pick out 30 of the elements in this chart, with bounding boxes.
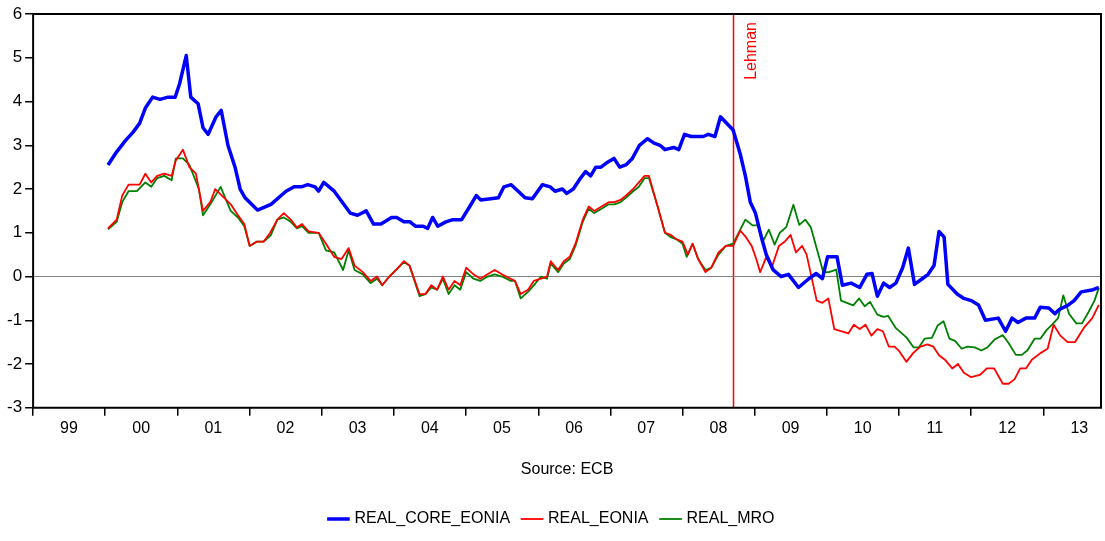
legend-label: REAL_CORE_EONIA <box>354 509 511 528</box>
x-tick-label: 13 <box>1070 418 1089 436</box>
x-tick-label: 10 <box>853 418 872 436</box>
y-tick-label: 1 <box>12 222 23 242</box>
y-tick-label: 6 <box>12 3 23 23</box>
y-tick-label: -3 <box>6 397 23 417</box>
y-tick-label: 2 <box>12 178 23 198</box>
x-tick-label: 06 <box>565 418 584 436</box>
y-tick-label: 3 <box>12 134 23 154</box>
legend-label: REAL_EONIA <box>548 509 649 528</box>
x-tick-label: 08 <box>709 418 728 436</box>
x-tick-label: 00 <box>132 418 151 436</box>
x-tick-label: 07 <box>637 418 656 436</box>
source-note: Source: ECB <box>520 460 614 478</box>
x-tick-label: 09 <box>781 418 800 436</box>
x-tick-label: 12 <box>998 418 1017 436</box>
x-tick-label: 99 <box>59 418 78 436</box>
ref-line-label: Lehman <box>741 22 759 80</box>
y-tick-label: -2 <box>6 353 23 373</box>
x-tick-label: 03 <box>348 418 367 436</box>
legend-label: REAL_MRO <box>686 509 775 528</box>
y-tick-label: -1 <box>6 309 23 329</box>
y-tick-label: 5 <box>12 47 23 67</box>
x-tick-label: 01 <box>204 418 223 436</box>
y-tick-label: 4 <box>12 91 23 111</box>
x-tick-label: 05 <box>493 418 511 436</box>
x-tick-label: 02 <box>276 418 295 436</box>
y-tick-label: 0 <box>12 266 23 286</box>
x-tick-label: 11 <box>926 418 944 436</box>
x-tick-label: 04 <box>420 418 439 436</box>
